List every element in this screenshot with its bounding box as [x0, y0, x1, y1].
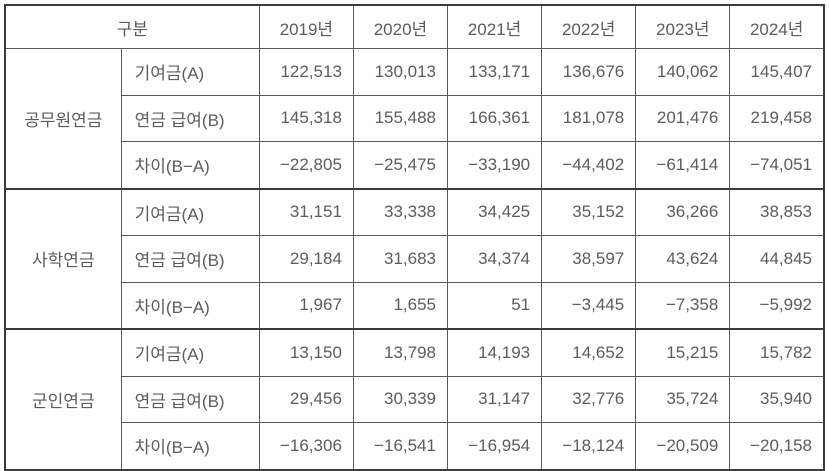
row-label-cell: 차이(B−A): [120, 281, 260, 330]
header-row: 구분 2019년 2020년 2021년 2022년 2023년 2024년: [4, 4, 825, 49]
value-cell: −7,358: [635, 281, 731, 330]
value-cell: 13,798: [352, 328, 449, 377]
group-label-cell: 사학연금: [4, 187, 122, 330]
value-cell: −20,158: [729, 422, 825, 470]
table-row: 군인연금 기여금(A) 13,150 13,798 14,193 14,652 …: [4, 328, 825, 470]
value-cell: 30,339: [352, 375, 449, 423]
value-cell: 155,488: [352, 94, 449, 142]
value-cell: 32,776: [541, 375, 637, 423]
value-cell: 44,845: [729, 235, 825, 283]
year-header: 2019년: [258, 4, 354, 49]
value-cell: 201,476: [635, 94, 731, 142]
value-cell: 35,940: [729, 375, 825, 423]
value-cell: 35,152: [541, 187, 637, 236]
value-cell: 31,151: [258, 187, 354, 236]
year-header: 2020년: [352, 4, 449, 49]
row-label-cell: 연금 급여(B): [120, 375, 260, 423]
value-cell: 13,150: [258, 328, 354, 377]
value-cell: 145,407: [729, 48, 825, 96]
row-label-cell: 기여금(A): [120, 48, 260, 96]
table-row: 차이(B−A) −22,805 −25,475 −33,190 −44,402 …: [5, 141, 825, 189]
value-cell: −74,051: [729, 141, 825, 189]
value-cell: 130,013: [352, 48, 449, 96]
row-label-cell: 기여금(A): [120, 187, 260, 236]
table-row: 차이(B−A) 1,967 1,655 51 −3,445 −7,358 −5,…: [5, 281, 825, 330]
value-cell: 34,374: [447, 235, 543, 283]
group-label-cell: 공무원연금: [4, 48, 122, 189]
value-cell: 29,184: [258, 235, 354, 283]
value-cell: 145,318: [258, 94, 354, 142]
value-cell: 136,676: [541, 48, 637, 96]
value-cell: −25,475: [352, 141, 449, 189]
value-cell: −44,402: [541, 141, 637, 189]
value-cell: 14,652: [541, 328, 637, 377]
value-cell: 133,171: [447, 48, 543, 96]
corner-header: 구분: [4, 4, 260, 49]
value-cell: −61,414: [635, 141, 731, 189]
value-cell: −33,190: [447, 141, 543, 189]
year-header: 2021년: [447, 4, 543, 49]
value-cell: −18,124: [541, 422, 637, 470]
value-cell: 31,683: [352, 235, 449, 283]
value-cell: −16,954: [447, 422, 543, 470]
value-cell: 166,361: [447, 94, 543, 142]
value-cell: −5,992: [729, 281, 825, 330]
value-cell: 38,853: [729, 187, 825, 236]
year-header: 2024년: [729, 4, 825, 49]
value-cell: 181,078: [541, 94, 637, 142]
value-cell: 15,215: [635, 328, 731, 377]
year-header: 2023년: [635, 4, 731, 49]
value-cell: 33,338: [352, 187, 449, 236]
row-label-cell: 연금 급여(B): [120, 235, 260, 283]
value-cell: 35,724: [635, 375, 731, 423]
value-cell: 43,624: [635, 235, 731, 283]
year-header: 2022년: [541, 4, 637, 49]
value-cell: 122,513: [258, 48, 354, 96]
table-row: 연금 급여(B) 29,184 31,683 34,374 38,597 43,…: [5, 235, 825, 283]
row-label-cell: 차이(B−A): [120, 422, 260, 470]
value-cell: −3,445: [541, 281, 637, 330]
value-cell: 51: [447, 281, 543, 330]
value-cell: 36,266: [635, 187, 731, 236]
value-cell: 34,425: [447, 187, 543, 236]
value-cell: −16,306: [258, 422, 354, 470]
table-row: 공무원연금 기여금(A) 122,513 130,013 133,171 136…: [4, 48, 825, 189]
value-cell: 15,782: [729, 328, 825, 377]
value-cell: 31,147: [447, 375, 543, 423]
row-label-cell: 차이(B−A): [120, 141, 260, 189]
value-cell: 38,597: [541, 235, 637, 283]
table-row: 연금 급여(B) 29,456 30,339 31,147 32,776 35,…: [5, 375, 825, 423]
table-row: 차이(B−A) −16,306 −16,541 −16,954 −18,124 …: [5, 422, 825, 470]
group-label-cell: 군인연금: [4, 328, 122, 470]
table-row: 연금 급여(B) 145,318 155,488 166,361 181,078…: [5, 94, 825, 142]
value-cell: −22,805: [258, 141, 354, 189]
table-row: 사학연금 기여금(A) 31,151 33,338 34,425 35,152 …: [4, 187, 825, 330]
value-cell: 219,458: [729, 94, 825, 142]
value-cell: 1,655: [352, 281, 449, 330]
row-label-cell: 기여금(A): [120, 328, 260, 377]
value-cell: −20,509: [635, 422, 731, 470]
value-cell: 14,193: [447, 328, 543, 377]
row-label-cell: 연금 급여(B): [120, 94, 260, 142]
value-cell: 140,062: [635, 48, 731, 96]
pension-comparison-table: 구분 2019년 2020년 2021년 2022년 2023년 2024년 공…: [4, 4, 825, 471]
value-cell: 1,967: [258, 281, 354, 330]
value-cell: 29,456: [258, 375, 354, 423]
value-cell: −16,541: [352, 422, 449, 470]
